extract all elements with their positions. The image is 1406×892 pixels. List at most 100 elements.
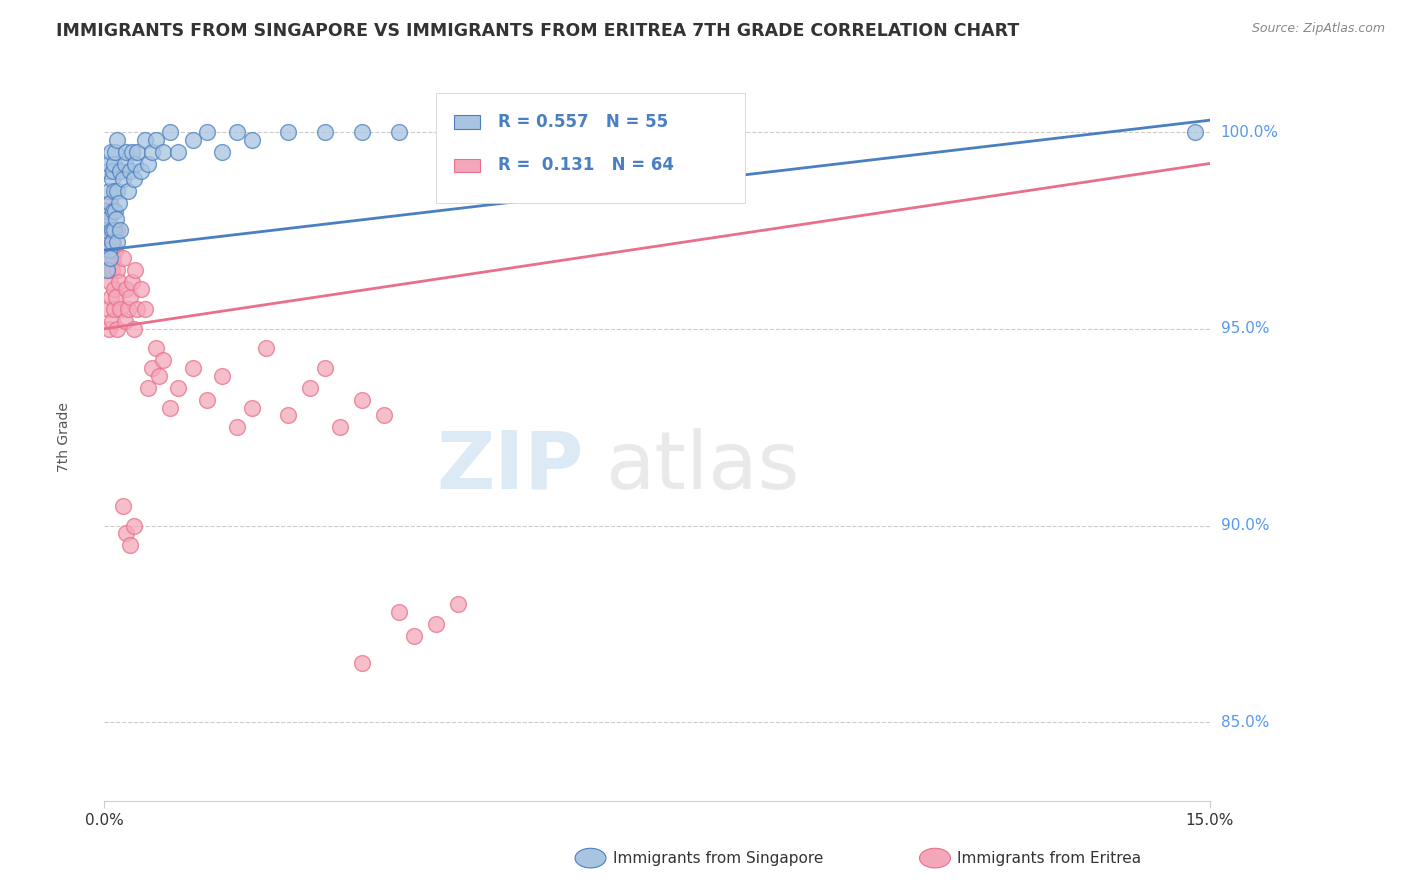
Point <box>211 145 233 159</box>
Point <box>98 211 121 226</box>
Point <box>103 223 125 237</box>
Point <box>104 211 127 226</box>
Point <box>101 164 124 178</box>
Point <box>122 172 145 186</box>
Text: 100.0%: 100.0% <box>1220 125 1278 139</box>
Point <box>108 195 131 210</box>
Point <box>98 156 121 170</box>
Point <box>254 342 277 356</box>
Point <box>94 223 117 237</box>
Point <box>329 420 352 434</box>
Point <box>159 401 181 415</box>
Point <box>388 605 411 619</box>
Point <box>98 195 121 210</box>
Point <box>111 251 134 265</box>
Point <box>100 223 122 237</box>
Point <box>100 262 122 277</box>
Point <box>152 145 174 159</box>
Point <box>105 184 128 198</box>
Point <box>127 145 149 159</box>
Point <box>225 420 247 434</box>
Point <box>101 235 124 250</box>
Point <box>314 361 336 376</box>
Point <box>299 381 322 395</box>
Point <box>105 262 128 277</box>
Point <box>277 125 299 139</box>
Point <box>129 164 152 178</box>
Text: IMMIGRANTS FROM SINGAPORE VS IMMIGRANTS FROM ERITREA 7TH GRADE CORRELATION CHART: IMMIGRANTS FROM SINGAPORE VS IMMIGRANTS … <box>56 22 1019 40</box>
Point <box>134 133 156 147</box>
Point <box>97 164 120 178</box>
Point <box>103 283 125 297</box>
Point <box>96 262 118 277</box>
Point <box>240 401 263 415</box>
Point <box>97 302 120 317</box>
Point <box>166 145 188 159</box>
Point <box>314 125 336 139</box>
Point <box>425 617 447 632</box>
Point <box>96 251 118 265</box>
Bar <box>436 93 745 202</box>
Point <box>100 145 122 159</box>
Point <box>122 518 145 533</box>
Text: 7th Grade: 7th Grade <box>56 402 70 472</box>
Point <box>98 322 121 336</box>
Point <box>104 145 127 159</box>
Text: 85.0%: 85.0% <box>1220 714 1270 730</box>
Point <box>96 203 118 218</box>
Point <box>103 302 125 317</box>
Text: Immigrants from Eritrea: Immigrants from Eritrea <box>957 851 1142 865</box>
Point <box>97 262 120 277</box>
Point <box>127 302 149 317</box>
Point <box>129 283 152 297</box>
Point <box>98 251 121 265</box>
Point <box>373 409 395 423</box>
Text: 90.0%: 90.0% <box>1220 518 1270 533</box>
Point <box>114 314 136 328</box>
Point <box>402 629 425 643</box>
Point <box>118 290 141 304</box>
Point <box>94 223 117 237</box>
Point <box>110 223 132 237</box>
Point <box>105 133 128 147</box>
Point <box>141 145 163 159</box>
Point <box>388 125 411 139</box>
Point <box>110 164 132 178</box>
Point <box>100 172 122 186</box>
Point <box>277 409 299 423</box>
Text: 95.0%: 95.0% <box>1220 321 1270 336</box>
Point <box>138 156 160 170</box>
Point <box>100 290 122 304</box>
Point <box>124 156 146 170</box>
Point <box>148 369 170 384</box>
Point <box>105 322 128 336</box>
Point <box>181 361 204 376</box>
Point <box>121 275 143 289</box>
Point <box>114 156 136 170</box>
Point <box>101 203 124 218</box>
Text: R =  0.131   N = 64: R = 0.131 N = 64 <box>498 156 675 175</box>
Point <box>97 211 120 226</box>
Point <box>195 392 218 407</box>
Point <box>98 195 121 210</box>
Point <box>141 361 163 376</box>
Point <box>211 369 233 384</box>
Point <box>166 381 188 395</box>
Point <box>101 251 124 265</box>
Point <box>195 125 218 139</box>
Point <box>101 235 124 250</box>
Point <box>225 125 247 139</box>
Point <box>118 164 141 178</box>
Point <box>145 133 167 147</box>
Point <box>115 526 138 541</box>
Text: atlas: atlas <box>606 427 800 506</box>
Point <box>152 353 174 368</box>
Point <box>121 145 143 159</box>
Bar <box>454 159 479 172</box>
Point <box>100 223 122 237</box>
Point <box>104 243 127 257</box>
Point <box>105 223 128 237</box>
Point <box>105 235 128 250</box>
Point <box>111 172 134 186</box>
Point <box>145 342 167 356</box>
